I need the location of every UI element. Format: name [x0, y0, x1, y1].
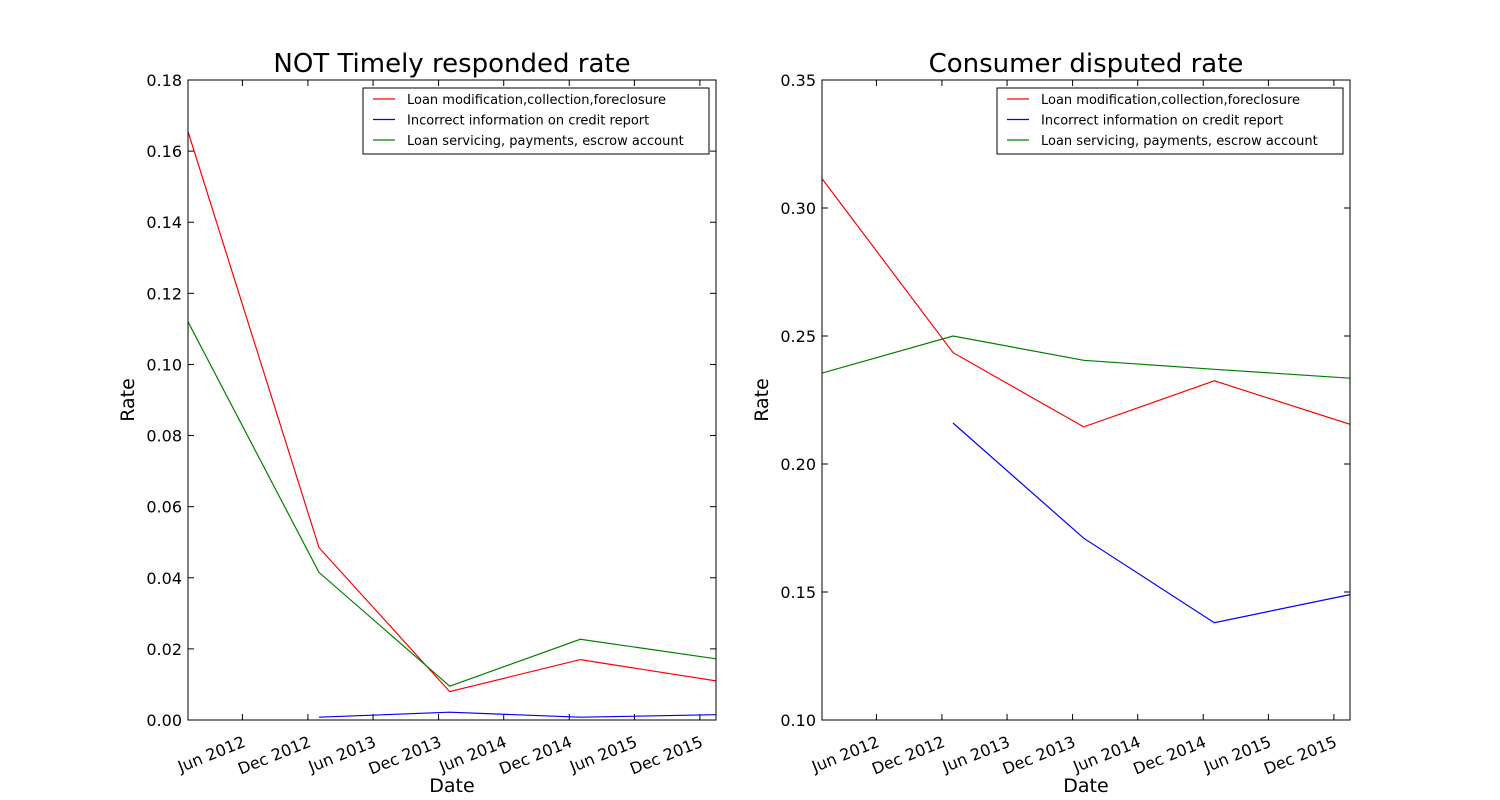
y-tick-label: 0.30: [780, 199, 816, 218]
series-line-3: [822, 335, 1350, 379]
x-tick-label: Jun 2015: [1200, 732, 1274, 777]
series-line-2: [318, 711, 716, 718]
y-tick-label: 0.08: [146, 427, 182, 446]
plot-frame: [187, 79, 717, 721]
x-tick-label: Jun 2013: [939, 732, 1013, 777]
legend-entry-3: Loan servicing, payments, escrow account: [1041, 134, 1318, 149]
x-tick-label: Dec 2012: [235, 732, 313, 778]
x-tick-label: Jun 2012: [808, 732, 882, 777]
y-tick-label: 0.02: [146, 640, 182, 659]
y-tick-label: 0.35: [780, 71, 816, 90]
x-tick-label: Dec 2014: [1130, 732, 1208, 778]
y-tick-label: 0.10: [146, 355, 182, 374]
y-tick-label: 0.15: [780, 583, 816, 602]
y-tick-label: 0.12: [146, 284, 182, 303]
x-tick-label: Dec 2013: [1000, 732, 1078, 778]
y-tick-label: 0.18: [146, 71, 182, 90]
x-axis-label: Date: [1063, 775, 1108, 797]
chart-title: Consumer disputed rate: [929, 49, 1244, 79]
x-tick-label: Jun 2015: [566, 732, 640, 777]
legend: Loan modification,collection,foreclosure…: [362, 87, 710, 155]
legend-entry-1: Loan modification,collection,foreclosure: [407, 93, 666, 108]
legend: Loan modification,collection,foreclosure…: [996, 87, 1344, 155]
chart-2: Consumer disputed rate 0.10 0.15 0.20 0.25 0.…: [751, 49, 1351, 797]
series-line-1: [822, 178, 1350, 428]
x-tick-label: Jun 2013: [305, 732, 379, 777]
plot-frame: [821, 79, 1351, 721]
y-tick-label: 0.00: [146, 711, 182, 730]
y-axis-label: Rate: [117, 378, 139, 422]
x-tick-label: Jun 2012: [174, 732, 248, 777]
legend-entry-2: Incorrect information on credit report: [1041, 114, 1283, 129]
legend-entry-2: Incorrect information on credit report: [407, 114, 649, 129]
series-line-2: [952, 422, 1350, 624]
legend-entry-3: Loan servicing, payments, escrow account: [407, 134, 684, 149]
chart-title: NOT Timely responded rate: [273, 49, 630, 79]
y-tick-label: 0.16: [146, 142, 182, 161]
series-line-3: [188, 321, 716, 687]
legend-box: [996, 87, 1344, 155]
y-tick-label: 0.10: [780, 711, 816, 730]
y-tick-label: 0.06: [146, 498, 182, 517]
x-tick-label: Dec 2012: [869, 732, 947, 778]
y-tick-label: 0.04: [146, 569, 182, 588]
legend-box: [362, 87, 710, 155]
x-tick-label: Dec 2015: [627, 732, 705, 778]
y-tick-label: 0.25: [780, 327, 816, 346]
x-tick-label: Dec 2014: [496, 732, 574, 778]
x-axis-label: Date: [429, 775, 474, 797]
chart-1: NOT Timely responded rate 0.00 0.02 0.04 0.0…: [117, 49, 717, 797]
x-tick-label: Jun 2014: [436, 732, 510, 777]
x-tick-label: Dec 2013: [366, 732, 444, 778]
series-line-1: [188, 131, 716, 693]
x-tick-label: Dec 2015: [1261, 732, 1339, 778]
y-tick-label: 0.14: [146, 213, 182, 232]
y-axis-label: Rate: [751, 378, 773, 422]
x-tick-label: Jun 2014: [1070, 732, 1144, 777]
y-tick-label: 0.20: [780, 455, 816, 474]
legend-entry-1: Loan modification,collection,foreclosure: [1041, 93, 1300, 108]
